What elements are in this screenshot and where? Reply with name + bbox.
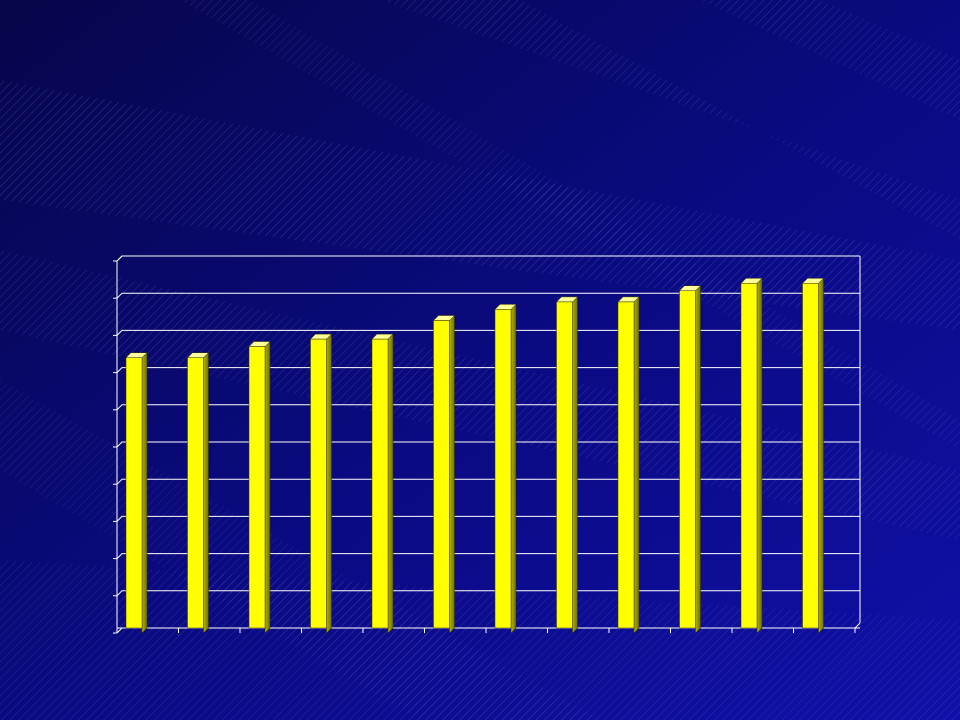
bar-side bbox=[387, 333, 394, 634]
x-axis-depth bbox=[854, 622, 861, 629]
bar-front bbox=[187, 357, 204, 629]
bar-side bbox=[510, 303, 517, 634]
bar bbox=[186, 352, 210, 634]
bar-front bbox=[802, 283, 819, 629]
bar-side bbox=[695, 285, 701, 634]
bar bbox=[740, 277, 763, 634]
bar-side bbox=[203, 352, 209, 634]
bar-front bbox=[494, 309, 512, 629]
bar-side bbox=[756, 277, 763, 634]
bar-front bbox=[248, 346, 266, 629]
bar bbox=[555, 296, 579, 634]
bar-front bbox=[617, 301, 635, 629]
grid-line bbox=[116, 441, 860, 448]
bar-side bbox=[141, 352, 148, 634]
bar bbox=[371, 333, 394, 634]
bar-front bbox=[125, 357, 143, 629]
grid-line bbox=[116, 404, 860, 411]
grid-line bbox=[116, 255, 860, 262]
grid-line bbox=[116, 367, 860, 373]
bar bbox=[125, 352, 148, 634]
bar-side bbox=[818, 277, 824, 634]
grid-line bbox=[116, 590, 860, 597]
grid-line bbox=[116, 329, 860, 336]
grid-line bbox=[116, 478, 860, 485]
bar-side bbox=[326, 333, 332, 634]
bar-front bbox=[679, 290, 696, 629]
bar bbox=[678, 285, 702, 634]
plot-area bbox=[113, 255, 861, 634]
bar-side bbox=[633, 296, 640, 634]
bar bbox=[309, 333, 333, 634]
bar-front bbox=[310, 338, 327, 629]
bar bbox=[248, 340, 271, 634]
grid-line bbox=[116, 292, 860, 299]
bar-side bbox=[264, 340, 271, 634]
bar-front bbox=[371, 338, 389, 629]
bar bbox=[494, 303, 517, 634]
grid-line bbox=[116, 515, 860, 522]
bar bbox=[432, 314, 456, 634]
bar-side bbox=[572, 296, 578, 634]
bar-front bbox=[433, 320, 450, 629]
bar-front bbox=[556, 301, 573, 629]
grid-line bbox=[116, 553, 860, 559]
bar bbox=[617, 296, 640, 634]
bar bbox=[801, 277, 825, 634]
bar-side bbox=[449, 314, 455, 634]
bar-front bbox=[740, 283, 758, 629]
